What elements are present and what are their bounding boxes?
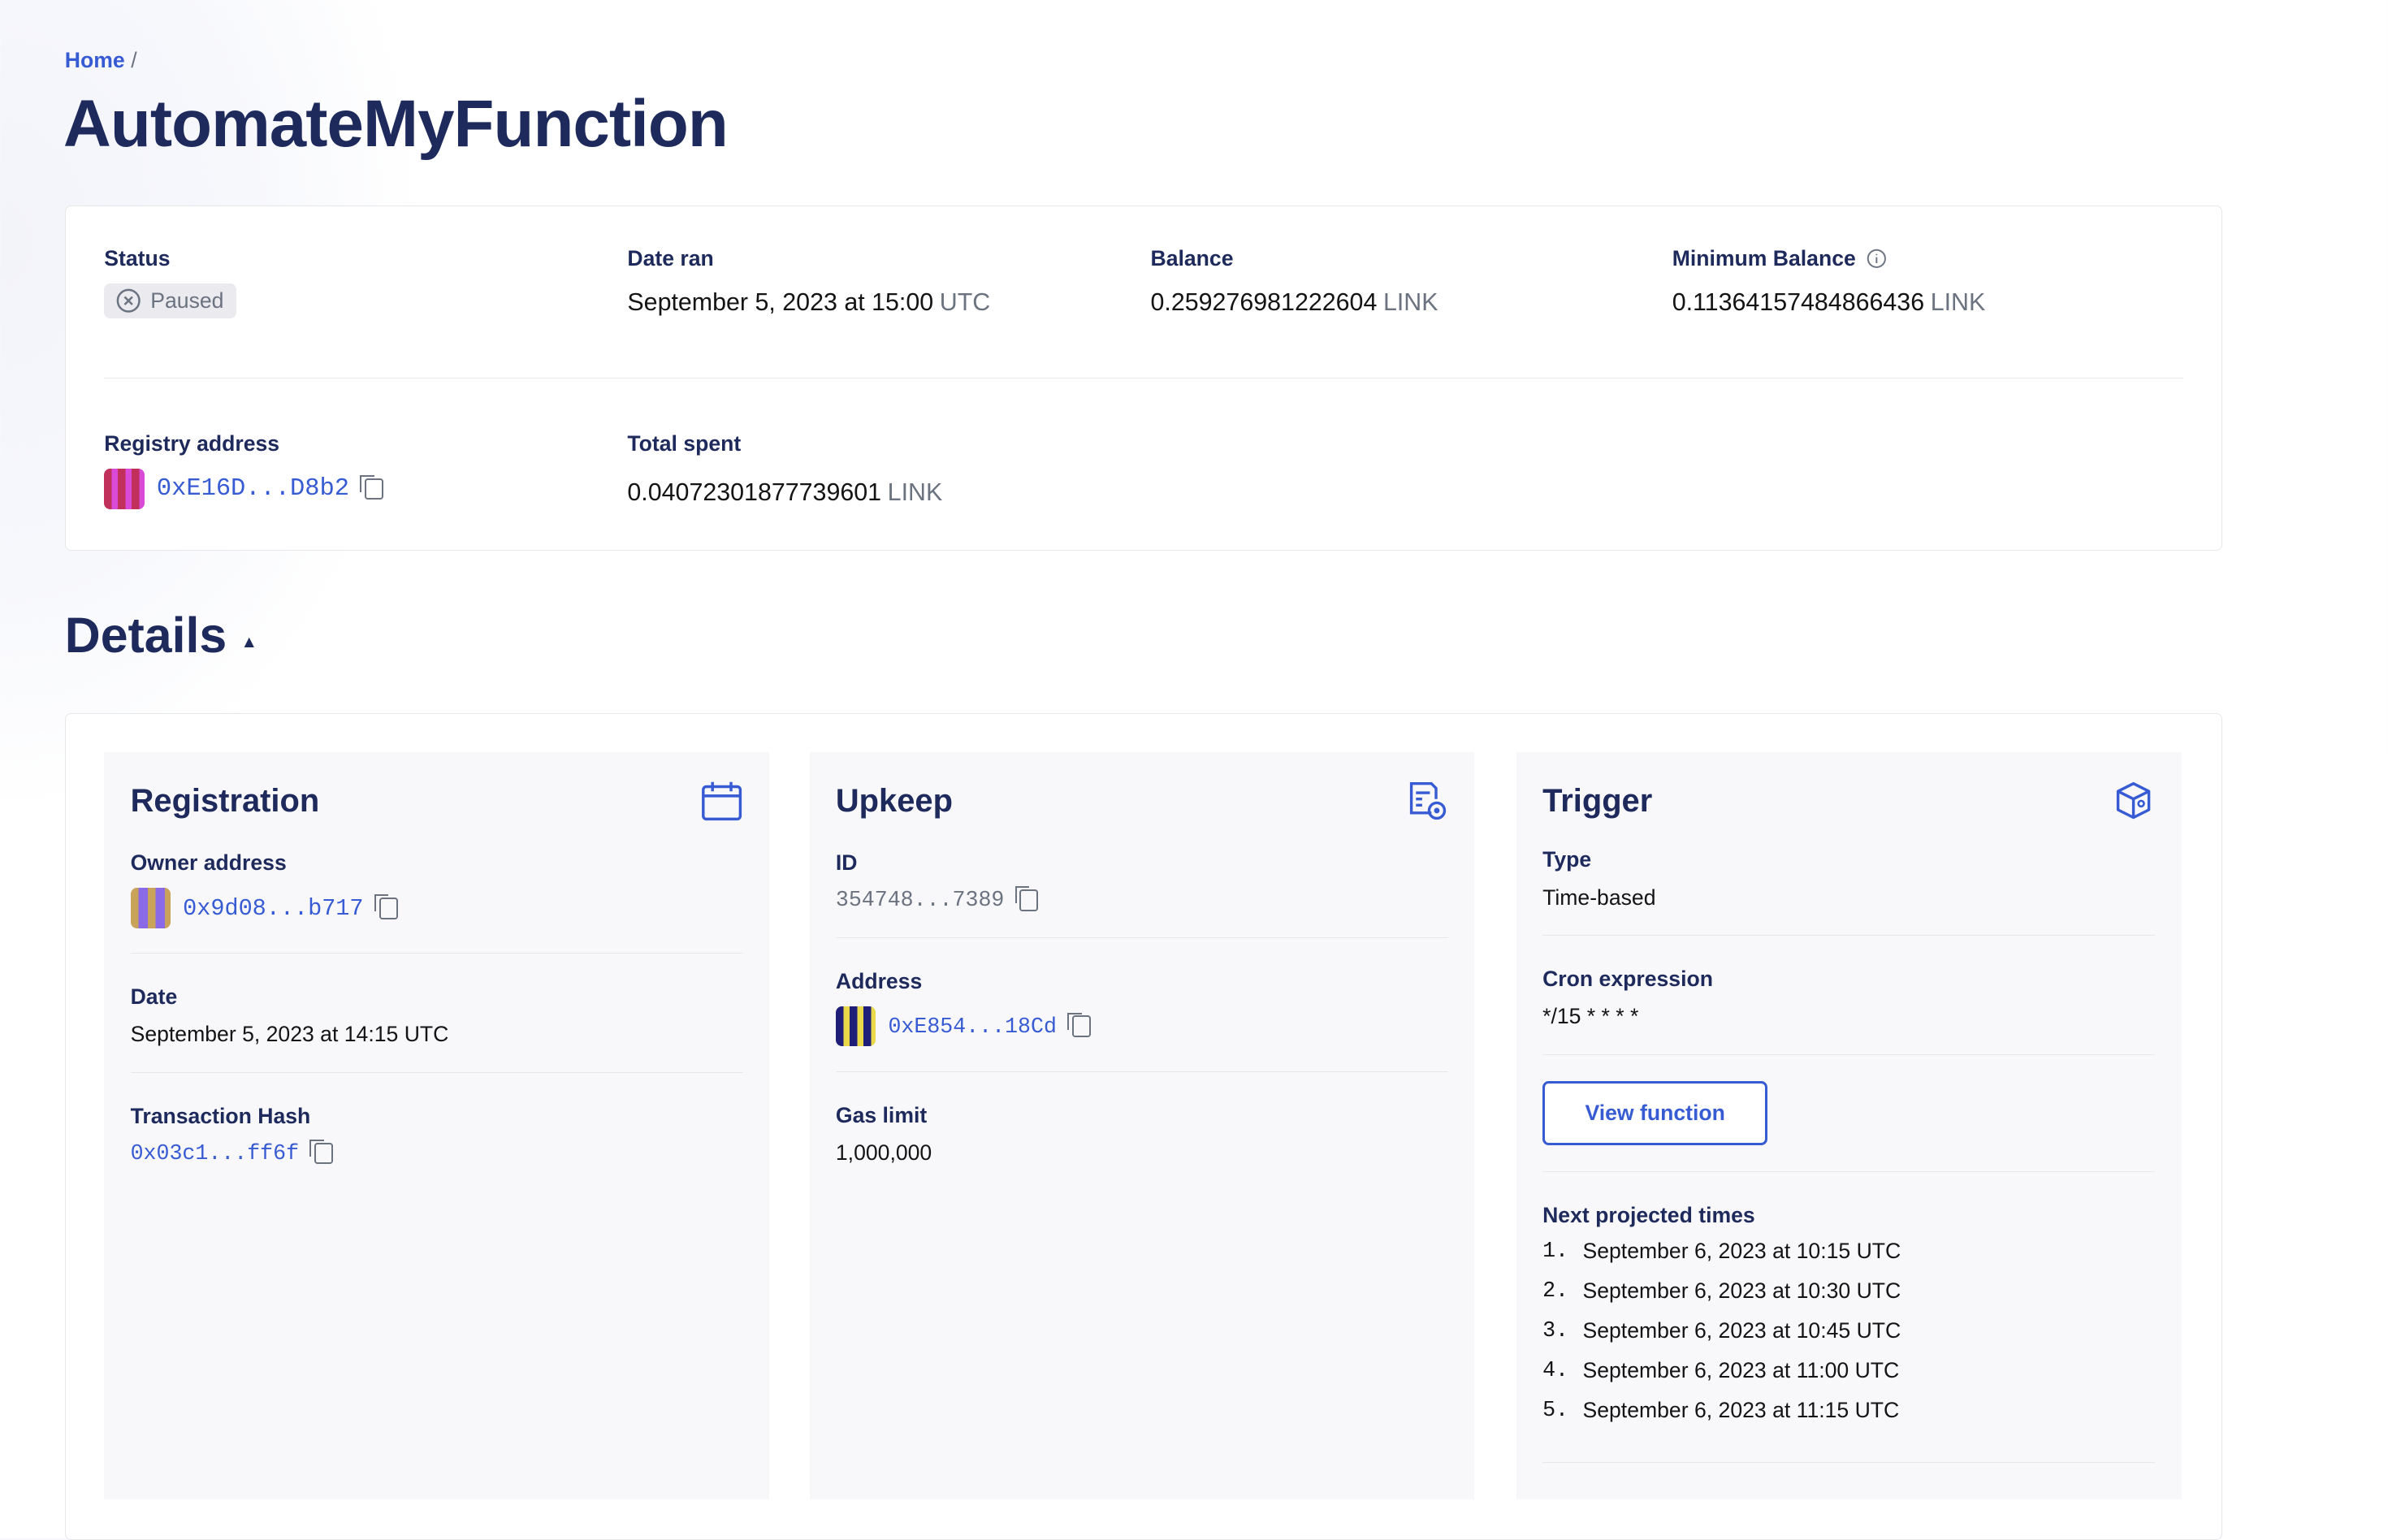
registration-panel: Registration Owner address 0x9d08...b717… [104, 752, 770, 1499]
registry-identicon [104, 469, 145, 509]
owner-address-link[interactable]: 0x9d08...b717 [183, 894, 364, 922]
date-ran-field: Date ran September 5, 2023 at 15:00 UTC [627, 246, 990, 317]
balance-field: Balance 0.259276981222604 LINK [1150, 246, 1438, 317]
balance-value: 0.259276981222604 [1150, 288, 1378, 316]
cron-value: */15 * * * * [1542, 1004, 1639, 1029]
date-ran-unit: UTC [939, 288, 991, 316]
list-time: September 6, 2023 at 11:00 UTC [1582, 1357, 1900, 1382]
upkeep-panel: Upkeep ID 354748...7389 Address 0xE854..… [809, 752, 1475, 1499]
list-time: September 6, 2023 at 10:30 UTC [1582, 1278, 1901, 1304]
breadcrumb-separator: / [131, 47, 137, 72]
list-number: 1. [1542, 1239, 1569, 1264]
gas-limit-section: Gas limit 1,000,000 [836, 1072, 1448, 1191]
copy-icon[interactable] [360, 474, 383, 500]
copy-icon[interactable] [374, 894, 398, 919]
page-title: AutomateMyFunction [63, 87, 729, 162]
status-label: Status [104, 246, 171, 271]
upkeep-id-value: 354748...7389 [835, 888, 1005, 913]
upkeep-address-section: Address 0xE854...18Cd [835, 938, 1449, 1072]
type-label: Type [1542, 847, 1592, 872]
registry-address-field: Registry address 0xE16D...D8b2 [104, 431, 383, 509]
cron-label: Cron expression [1542, 967, 1713, 992]
copy-icon[interactable] [309, 1139, 334, 1165]
list-item: 2. September 6, 2023 at 10:30 UTC [1542, 1278, 2155, 1318]
summary-divider [104, 377, 2183, 379]
minimum-balance-unit: LINK [1930, 288, 1986, 316]
balance-unit: LINK [1382, 288, 1438, 316]
date-ran-value: September 5, 2023 at 15:00 [627, 288, 934, 316]
date-label: Date [130, 984, 178, 1010]
date-ran-label: Date ran [627, 246, 714, 271]
status-value: Paused [150, 288, 224, 313]
gas-limit-label: Gas limit [835, 1102, 928, 1127]
document-settings-icon [1409, 781, 1447, 820]
type-value: Time-based [1542, 885, 1656, 910]
list-number: 5. [1542, 1397, 1569, 1422]
trigger-title: Trigger [1542, 783, 1653, 820]
copy-icon[interactable] [1067, 1012, 1091, 1038]
list-time: September 6, 2023 at 11:15 UTC [1582, 1397, 1900, 1422]
copy-icon[interactable] [1014, 886, 1039, 911]
calendar-icon [701, 781, 742, 820]
registration-title: Registration [130, 783, 320, 820]
owner-address-section: Owner address 0x9d08...b717 [130, 820, 743, 954]
type-section: Type Time-based [1542, 820, 2156, 937]
registry-address-label: Registry address [104, 431, 280, 456]
upkeep-title: Upkeep [835, 783, 953, 820]
next-times-section: Next projected times 1. September 6, 2023… [1542, 1172, 2156, 1463]
owner-address-label: Owner address [130, 850, 287, 876]
status-field: Status Paused [104, 246, 236, 320]
date-value: September 5, 2023 at 14:15 UTC [130, 1022, 449, 1047]
minimum-balance-label: Minimum Balance [1672, 246, 1856, 271]
details-heading[interactable]: Details [64, 607, 227, 663]
list-number: 4. [1542, 1357, 1569, 1382]
trigger-panel: Trigger Type Time-based Cron expression … [1516, 752, 2182, 1499]
chevron-up-icon[interactable]: ▲ [240, 633, 258, 651]
list-item: 1. September 6, 2023 at 10:15 UTC [1542, 1239, 2155, 1278]
total-spent-field: Total spent 0.04072301877739601 LINK [627, 431, 942, 507]
tx-hash-link[interactable]: 0x03c1...ff6f [130, 1141, 300, 1166]
list-time: September 6, 2023 at 10:15 UTC [1582, 1239, 1901, 1264]
list-time: September 6, 2023 at 10:45 UTC [1582, 1317, 1901, 1343]
total-spent-unit: LINK [887, 478, 943, 506]
details-card: Registration Owner address 0x9d08...b717… [64, 712, 2223, 1540]
minimum-balance-value: 0.11364157484866436 [1672, 288, 1925, 316]
upkeep-address-label: Address [835, 968, 923, 993]
upkeep-id-label: ID [835, 850, 858, 876]
list-item: 3. September 6, 2023 at 10:45 UTC [1542, 1318, 2155, 1358]
cron-section: Cron expression */15 * * * * [1542, 936, 2156, 1055]
minimum-balance-field: Minimum Balance 0.11364157484866436 LINK [1672, 246, 1986, 317]
owner-identicon [130, 888, 171, 928]
info-icon[interactable] [1867, 249, 1887, 269]
next-times-list: 1. September 6, 2023 at 10:15 UTC 2. Septe… [1542, 1239, 2155, 1437]
status-badge: Paused [104, 283, 236, 318]
tx-hash-label: Transaction Hash [130, 1103, 311, 1128]
cube-icon [2117, 781, 2151, 819]
tx-hash-section: Transaction Hash 0x03c1...ff6f [131, 1073, 743, 1191]
list-number: 2. [1542, 1278, 1569, 1304]
upkeep-id-section: ID 354748...7389 [835, 820, 1449, 938]
x-circle-icon [117, 288, 141, 313]
registry-address-link[interactable]: 0xE16D...D8b2 [156, 474, 349, 503]
balance-label: Balance [1150, 246, 1234, 271]
view-function-button[interactable]: View function [1542, 1080, 1768, 1145]
breadcrumb-home-link[interactable]: Home [64, 47, 125, 72]
view-function-section: View function [1542, 1055, 2156, 1172]
breadcrumb: Home / [65, 48, 137, 73]
total-spent-value: 0.04072301877739601 [627, 478, 882, 506]
next-times-label: Next projected times [1542, 1203, 1755, 1227]
list-item: 5. September 6, 2023 at 11:15 UTC [1542, 1398, 2155, 1438]
upkeep-identicon [835, 1006, 876, 1047]
date-section: Date September 5, 2023 at 14:15 UTC [130, 954, 743, 1073]
list-number: 3. [1542, 1317, 1569, 1343]
list-item: 4. September 6, 2023 at 11:00 UTC [1542, 1358, 2155, 1398]
total-spent-label: Total spent [627, 431, 742, 456]
gas-limit-value: 1,000,000 [835, 1140, 932, 1166]
upkeep-address-link[interactable]: 0xE854...18Cd [888, 1014, 1057, 1039]
summary-card: Status Paused Date ran September 5, 2023… [64, 205, 2223, 552]
